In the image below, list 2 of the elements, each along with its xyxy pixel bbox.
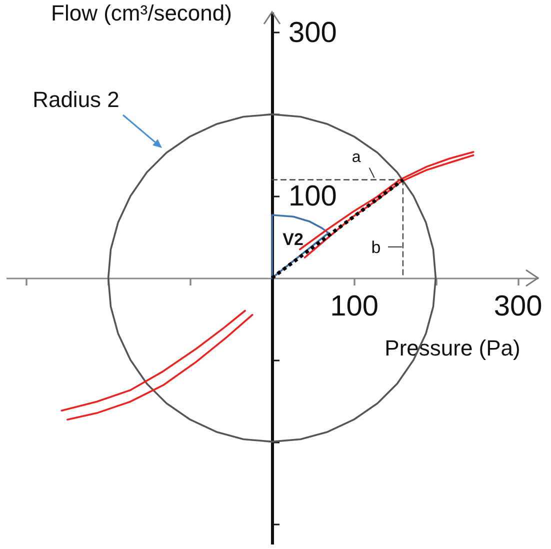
y-axis-title: Flow (cm³/second)	[51, 0, 232, 26]
annotation: Radius 2	[32, 87, 120, 112]
